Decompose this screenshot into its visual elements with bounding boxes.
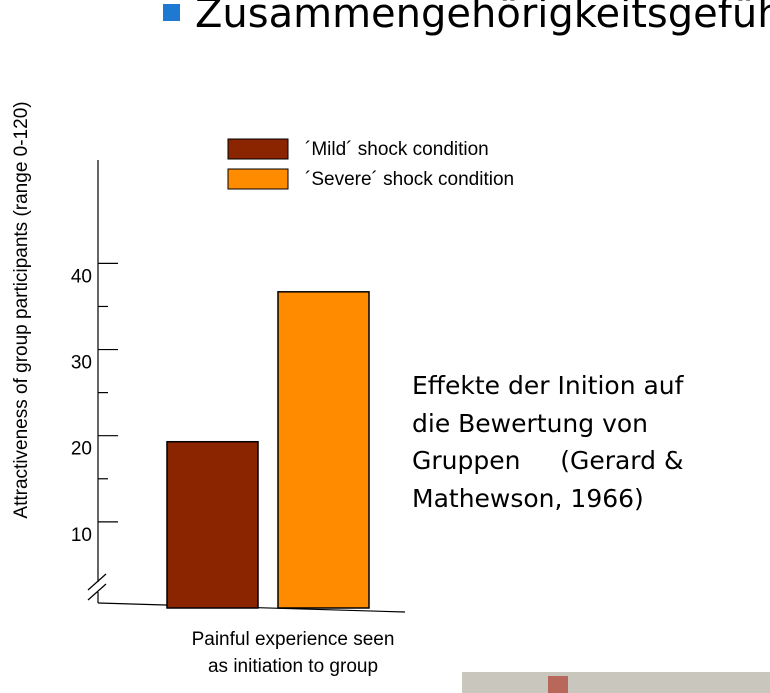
bullet bbox=[163, 4, 180, 21]
bar bbox=[277, 291, 370, 609]
x-axis-label: Painful experience seen bbox=[192, 629, 395, 650]
legend-swatch bbox=[227, 168, 289, 190]
legend-swatch bbox=[227, 138, 289, 160]
photo bbox=[462, 672, 770, 693]
caption-line: Effekte der Inition auf bbox=[412, 371, 685, 400]
slide-title: Zusammengehörigkeitsgefühl bbox=[195, 0, 770, 37]
x-axis-label: as initiation to group bbox=[208, 656, 378, 677]
legend-label: ´Severe´ shock condition bbox=[305, 169, 514, 190]
y-axis-label: Attractiveness of group participants (ra… bbox=[11, 101, 32, 518]
bar bbox=[166, 440, 259, 609]
y-tick-label: 40 bbox=[71, 266, 92, 287]
caption-line: Gruppen (Gerard & bbox=[412, 446, 683, 475]
y-tick-label: 10 bbox=[71, 525, 92, 546]
axis-break bbox=[87, 583, 107, 601]
axis-break bbox=[87, 573, 107, 591]
y-tick-label: 20 bbox=[71, 439, 92, 460]
legend-label: ´Mild´ shock condition bbox=[305, 139, 489, 160]
photo-detail bbox=[548, 676, 568, 693]
caption-line: Mathewson, 1966) bbox=[412, 484, 644, 513]
y-tick-label: 30 bbox=[71, 353, 92, 374]
caption-line: die Bewertung von bbox=[412, 409, 648, 438]
